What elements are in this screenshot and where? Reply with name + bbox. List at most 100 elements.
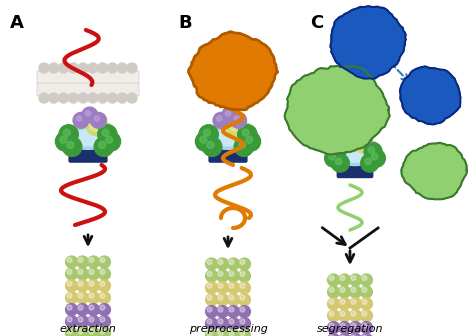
Circle shape — [340, 335, 345, 336]
Circle shape — [207, 307, 212, 312]
Circle shape — [240, 259, 245, 264]
Circle shape — [89, 257, 94, 262]
Circle shape — [64, 129, 71, 136]
Circle shape — [340, 323, 345, 328]
Circle shape — [67, 141, 74, 149]
Circle shape — [65, 316, 78, 328]
Circle shape — [78, 317, 83, 322]
Circle shape — [77, 256, 89, 268]
Circle shape — [237, 125, 257, 144]
Circle shape — [340, 287, 345, 292]
Circle shape — [229, 271, 234, 277]
Circle shape — [49, 93, 59, 103]
Circle shape — [89, 317, 94, 322]
Circle shape — [206, 318, 218, 330]
Circle shape — [234, 116, 239, 121]
Ellipse shape — [354, 140, 379, 153]
Circle shape — [207, 271, 212, 277]
Polygon shape — [285, 66, 390, 155]
Circle shape — [49, 63, 59, 73]
Circle shape — [218, 331, 223, 336]
Circle shape — [329, 153, 335, 160]
Circle shape — [229, 295, 234, 300]
Circle shape — [77, 116, 82, 121]
Circle shape — [365, 158, 372, 165]
Circle shape — [362, 335, 367, 336]
Circle shape — [344, 134, 349, 139]
Circle shape — [203, 129, 210, 136]
Circle shape — [349, 322, 362, 334]
Circle shape — [228, 258, 239, 270]
Circle shape — [328, 310, 339, 322]
Circle shape — [67, 317, 72, 322]
Circle shape — [94, 137, 113, 156]
Circle shape — [77, 292, 89, 304]
Circle shape — [217, 330, 228, 336]
Circle shape — [231, 113, 246, 128]
Circle shape — [67, 257, 72, 262]
Circle shape — [351, 276, 356, 281]
Ellipse shape — [65, 126, 111, 150]
Circle shape — [100, 257, 105, 262]
Circle shape — [218, 259, 223, 264]
Circle shape — [98, 93, 108, 103]
Circle shape — [207, 283, 212, 288]
Circle shape — [67, 329, 72, 334]
Circle shape — [238, 330, 250, 336]
Circle shape — [77, 328, 89, 336]
Circle shape — [238, 306, 250, 318]
Circle shape — [349, 334, 362, 336]
Circle shape — [238, 294, 250, 306]
Circle shape — [367, 149, 385, 167]
Circle shape — [329, 299, 334, 304]
Circle shape — [98, 125, 117, 144]
Circle shape — [59, 63, 69, 73]
Circle shape — [59, 93, 69, 103]
Circle shape — [361, 310, 373, 322]
Circle shape — [98, 63, 108, 73]
Circle shape — [325, 149, 343, 167]
Circle shape — [218, 283, 223, 288]
Polygon shape — [401, 67, 460, 124]
Circle shape — [99, 280, 110, 292]
Ellipse shape — [334, 144, 376, 166]
Circle shape — [338, 286, 350, 298]
Circle shape — [362, 287, 367, 292]
Circle shape — [68, 63, 78, 73]
Circle shape — [91, 113, 107, 128]
Circle shape — [228, 306, 239, 318]
Circle shape — [338, 322, 350, 334]
Circle shape — [117, 93, 127, 103]
Circle shape — [238, 318, 250, 330]
Circle shape — [207, 331, 212, 336]
Circle shape — [102, 129, 109, 136]
Circle shape — [240, 283, 245, 288]
Circle shape — [362, 323, 367, 328]
Circle shape — [229, 283, 234, 288]
Circle shape — [100, 317, 105, 322]
Circle shape — [77, 304, 89, 316]
Circle shape — [238, 258, 250, 270]
Circle shape — [78, 93, 88, 103]
Circle shape — [217, 306, 228, 318]
Circle shape — [89, 281, 94, 286]
Circle shape — [361, 154, 379, 172]
Circle shape — [228, 330, 239, 336]
Circle shape — [67, 305, 72, 310]
Circle shape — [94, 116, 100, 121]
Ellipse shape — [87, 122, 113, 136]
Polygon shape — [402, 143, 466, 198]
Circle shape — [65, 268, 78, 280]
Circle shape — [228, 294, 239, 306]
Circle shape — [228, 318, 239, 330]
Circle shape — [229, 307, 234, 312]
Circle shape — [217, 294, 228, 306]
Circle shape — [206, 258, 218, 270]
Circle shape — [218, 319, 223, 324]
Circle shape — [362, 276, 367, 281]
FancyBboxPatch shape — [209, 143, 247, 163]
Circle shape — [99, 292, 110, 304]
Circle shape — [206, 330, 218, 336]
Circle shape — [329, 311, 334, 316]
Circle shape — [202, 137, 222, 156]
